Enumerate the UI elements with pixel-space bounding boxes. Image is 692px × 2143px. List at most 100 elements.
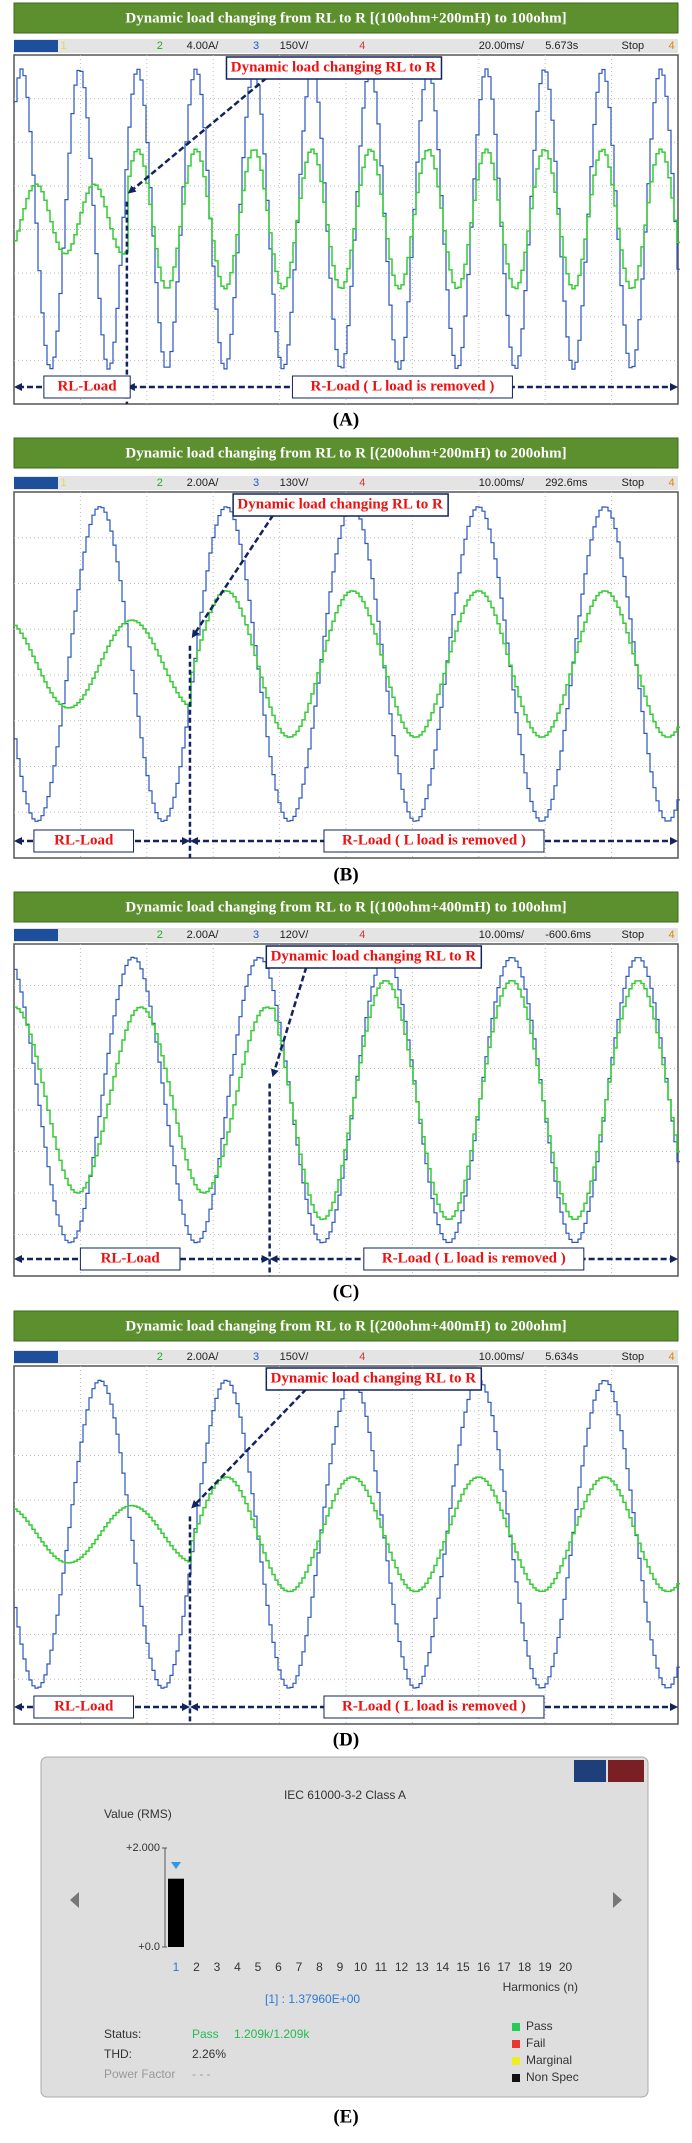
nav-right: [613, 1892, 622, 1908]
header-ch3: 3: [253, 40, 259, 52]
x-tick-label: 1: [173, 1960, 180, 1974]
panel-title: Dynamic load changing from RL to R [(200…: [125, 1318, 566, 1334]
left-label: RL-Load: [54, 832, 114, 848]
header-ch4: 4: [359, 477, 365, 489]
header-trig: 4: [669, 1351, 675, 1363]
x-tick-label: 4: [234, 1960, 241, 1974]
header-ch1: 1: [60, 40, 66, 52]
x-tick-label: 17: [497, 1960, 511, 1974]
header-time: 5.634s: [545, 1351, 579, 1363]
legend-label: Non Spec: [526, 2070, 579, 2084]
selection-arrow: [171, 1862, 181, 1869]
left-label-box: [43, 375, 131, 399]
header-time: -600.6ms: [545, 929, 591, 941]
annotation: Dynamic load changing RL to R: [271, 1370, 477, 1386]
left-label: RL-Load: [57, 378, 117, 394]
header-time: 5.673s: [545, 40, 579, 52]
header-ch3: 3: [253, 929, 259, 941]
header-ch4: 4: [359, 1351, 365, 1363]
left-label: RL-Load: [101, 1250, 161, 1266]
annotation: Dynamic load changing RL to R: [271, 948, 477, 964]
right-label: R-Load ( L load is removed ): [382, 1250, 566, 1266]
header-badge: [14, 40, 58, 52]
x-tick-label: 14: [436, 1960, 450, 1974]
header-ch2-scale: 2.00A/: [187, 477, 220, 489]
x-tick-label: 7: [296, 1960, 303, 1974]
y-tick-label: +0.0: [138, 1941, 160, 1953]
header-badge: [14, 477, 58, 489]
y-axis-label: Value (RMS): [104, 1807, 172, 1821]
legend-swatch: [512, 2074, 520, 2082]
legend-swatch: [512, 2040, 520, 2048]
header-bar: [14, 1350, 678, 1364]
x-tick-label: 20: [559, 1960, 573, 1974]
left-label-box: [33, 1695, 135, 1719]
current-trace: [14, 979, 680, 1221]
x-tick-label: 16: [477, 1960, 491, 1974]
annotation-box: [225, 56, 443, 80]
status-label: Power Factor: [104, 2067, 175, 2081]
header-state: Stop: [622, 929, 645, 941]
header-timebase: 20.00ms/: [479, 40, 525, 52]
annotation-box: [232, 493, 449, 517]
title-bar: [13, 891, 679, 923]
header-ch3-scale: 150V/: [280, 1351, 310, 1363]
right-label-box: [323, 829, 545, 853]
header-ch3-scale: 150V/: [280, 40, 310, 52]
x-tick-label: 15: [456, 1960, 470, 1974]
header-ch3-scale: 130V/: [280, 477, 310, 489]
current-trace: [14, 590, 680, 738]
legend-label: Pass: [526, 2019, 553, 2033]
header-trig: 4: [669, 40, 675, 52]
header-ch2: 2: [157, 40, 163, 52]
annotation-arrow: [127, 77, 268, 194]
caption: (C): [333, 1281, 359, 1302]
x-tick-label: 11: [375, 1960, 388, 1974]
header-state: Stop: [622, 40, 645, 52]
header-ch1: 1: [60, 477, 66, 489]
status-label: THD:: [104, 2047, 132, 2061]
right-label: R-Load ( L load is removed ): [342, 832, 526, 848]
right-label-box: [363, 1247, 585, 1271]
caption: (D): [333, 1729, 359, 1750]
right-label-box: [291, 375, 513, 399]
right-label-box: [323, 1695, 545, 1719]
x-tick-label: 2: [193, 1960, 200, 1974]
header-badge: [14, 1351, 58, 1363]
status-detail: 1.209k/1.209k: [234, 2027, 310, 2041]
panel-title: Dynamic load changing from RL to R [(200…: [125, 445, 566, 461]
voltage-trace: [14, 956, 680, 1244]
annotation-box: [265, 1367, 483, 1391]
current-trace: [14, 148, 680, 290]
annotation-arrow: [191, 514, 275, 639]
header-bar: [14, 39, 678, 53]
header-timebase: 10.00ms/: [479, 477, 525, 489]
x-axis-label: Harmonics (n): [503, 1980, 578, 1994]
caption: (E): [333, 2106, 358, 2127]
header-ch2: 2: [157, 929, 163, 941]
x-tick-label: 9: [337, 1960, 344, 1974]
header-bar: [14, 476, 678, 490]
header-ch3-scale: 120V/: [280, 929, 310, 941]
annotation: Dynamic load changing RL to R: [231, 59, 437, 75]
header-ch4: 4: [359, 40, 365, 52]
menu-button: [574, 1760, 606, 1782]
x-tick-label: 3: [214, 1960, 221, 1974]
harmonics-title: IEC 61000-3-2 Class A: [284, 1788, 406, 1802]
status-value: - - -: [192, 2067, 211, 2081]
legend-label: Marginal: [526, 2053, 572, 2067]
header-state: Stop: [622, 1351, 645, 1363]
title-bar: [13, 1310, 679, 1342]
header-ch3: 3: [253, 477, 259, 489]
right-label: R-Load ( L load is removed ): [310, 378, 494, 394]
panel-title: Dynamic load changing from RL to R [(100…: [125, 899, 566, 915]
left-label: RL-Load: [54, 1698, 114, 1714]
header-ch2-scale: 2.00A/: [187, 1351, 220, 1363]
x-tick-label: 13: [415, 1960, 429, 1974]
annotation-arrow: [270, 966, 308, 1078]
x-tick-label: 6: [275, 1960, 282, 1974]
x-tick-label: 8: [316, 1960, 323, 1974]
header-ch2-scale: 4.00A/: [187, 40, 220, 52]
legend-label: Fail: [526, 2036, 545, 2050]
